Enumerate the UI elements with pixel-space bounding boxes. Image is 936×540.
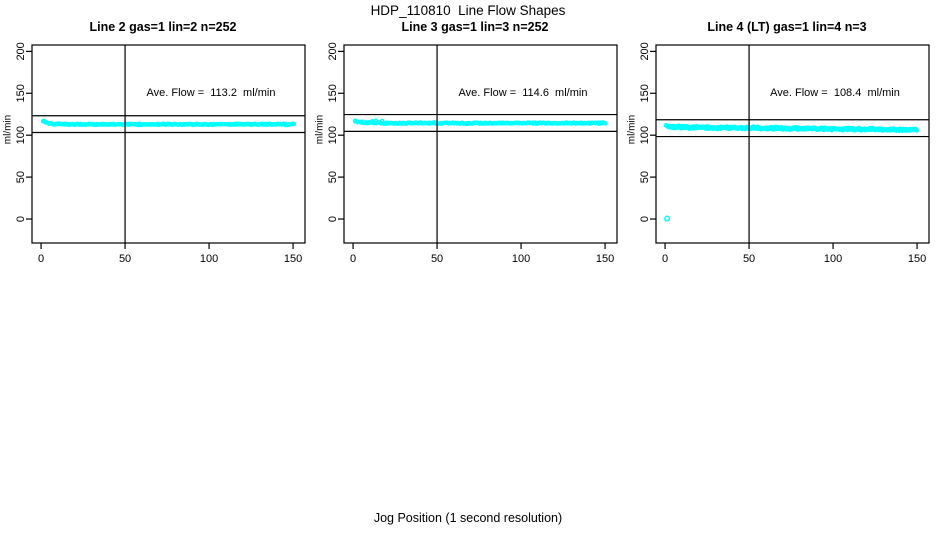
y-tick-label: 100 xyxy=(327,126,339,144)
subplot-line-4: 0 50 100 150 200 0 50 100 150 Line 4 (LT) gas=1 … xyxy=(624,0,936,290)
data-points-group xyxy=(352,118,608,127)
y-tick-label: 150 xyxy=(639,84,651,102)
x-tick-label: 100 xyxy=(824,253,842,265)
scatter-plot-canvas: 0 50 100 150 200 0 50 100 150 xyxy=(15,42,306,265)
plot-box xyxy=(31,44,306,244)
y-tick-label: 100 xyxy=(15,126,27,144)
y-tick-label: 150 xyxy=(327,84,339,102)
data-point xyxy=(221,121,226,127)
subplot-line-3: 0 50 100 150 200 0 50 100 150 Line 3 gas=1 lin=3… xyxy=(312,0,624,290)
data-point xyxy=(68,122,73,127)
plot-box xyxy=(655,44,930,244)
outlier-point xyxy=(664,215,671,222)
ave-flow-annotation: Ave. Flow = 113.2 ml/min xyxy=(146,87,276,99)
subplot-title: Line 2 gas=1 lin=2 n=252 xyxy=(89,20,237,34)
data-points-group xyxy=(663,123,919,134)
plot-box xyxy=(343,44,618,244)
ave-flow-annotation: Ave. Flow = 108.4 ml/min xyxy=(770,87,900,99)
x-tick-label: 0 xyxy=(38,253,44,265)
y-tick-label: 50 xyxy=(327,171,339,183)
x-tick-label: 50 xyxy=(743,253,755,265)
x-tick-label: 50 xyxy=(119,253,131,265)
data-point xyxy=(291,121,297,127)
scatter-plot-canvas: 0 50 100 150 200 0 50 100 150 xyxy=(639,42,930,265)
y-tick-label: 200 xyxy=(15,42,27,60)
data-point xyxy=(914,127,919,133)
x-tick-label: 150 xyxy=(596,253,614,265)
data-point xyxy=(256,122,261,127)
y-tick-label: 0 xyxy=(639,216,651,222)
y-tick-label: 50 xyxy=(639,171,651,183)
x-tick-label: 100 xyxy=(512,253,530,265)
y-tick-label: 0 xyxy=(327,216,339,222)
scatter-plot-canvas: 0 50 100 150 200 0 50 100 150 xyxy=(327,42,618,265)
y-axis-label: ml/min xyxy=(314,114,326,145)
x-tick-label: 150 xyxy=(284,253,302,265)
figure-title: HDP_110810 Line Flow Shapes xyxy=(370,3,566,18)
data-points-group xyxy=(40,118,297,128)
y-tick-label: 0 xyxy=(15,216,27,222)
y-tick-label: 50 xyxy=(15,171,27,183)
subplot-line-2: 0 50 100 150 200 0 50 100 150 Line 2 gas=1 lin=2… xyxy=(0,0,312,290)
y-tick-label: 100 xyxy=(639,126,651,144)
ave-flow-annotation: Ave. Flow = 114.6 ml/min xyxy=(458,87,588,99)
y-axis-label: ml/min xyxy=(626,114,638,145)
x-axis-label: Jog Position (1 second resolution) xyxy=(373,511,563,525)
x-tick-label: 50 xyxy=(431,253,443,265)
x-tick-label: 0 xyxy=(662,253,668,265)
x-tick-label: 0 xyxy=(350,253,356,265)
y-tick-label: 150 xyxy=(15,84,27,102)
subplot-title: Line 3 gas=1 lin=3 n=252 xyxy=(401,20,549,34)
subplot-title: Line 4 (LT) gas=1 lin=4 n=3 xyxy=(707,20,867,34)
x-tick-label: 150 xyxy=(908,253,926,265)
y-tick-label: 200 xyxy=(639,42,651,60)
y-axis-label: ml/min xyxy=(2,114,14,145)
x-tick-label: 100 xyxy=(200,253,218,265)
data-point xyxy=(603,121,608,126)
y-tick-label: 200 xyxy=(327,42,339,60)
data-point xyxy=(54,121,60,126)
